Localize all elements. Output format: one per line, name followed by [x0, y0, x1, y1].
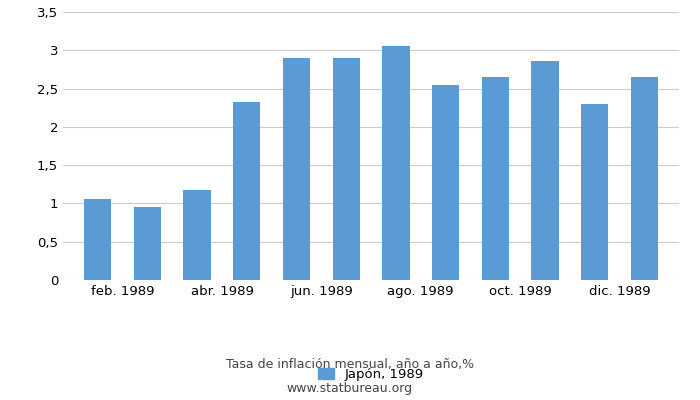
Bar	[382, 46, 410, 280]
Bar	[134, 207, 161, 280]
Bar	[581, 104, 608, 280]
Text: Tasa de inflación mensual, año a año,%: Tasa de inflación mensual, año a año,%	[226, 358, 474, 371]
Bar	[183, 190, 211, 280]
Bar	[531, 61, 559, 280]
Bar	[233, 102, 260, 280]
Bar	[482, 77, 509, 280]
Bar	[84, 199, 111, 280]
Text: www.statbureau.org: www.statbureau.org	[287, 382, 413, 395]
Bar	[432, 85, 459, 280]
Bar	[631, 77, 658, 280]
Legend: Japón, 1989: Japón, 1989	[313, 362, 429, 386]
Bar	[283, 58, 310, 280]
Bar	[332, 58, 360, 280]
